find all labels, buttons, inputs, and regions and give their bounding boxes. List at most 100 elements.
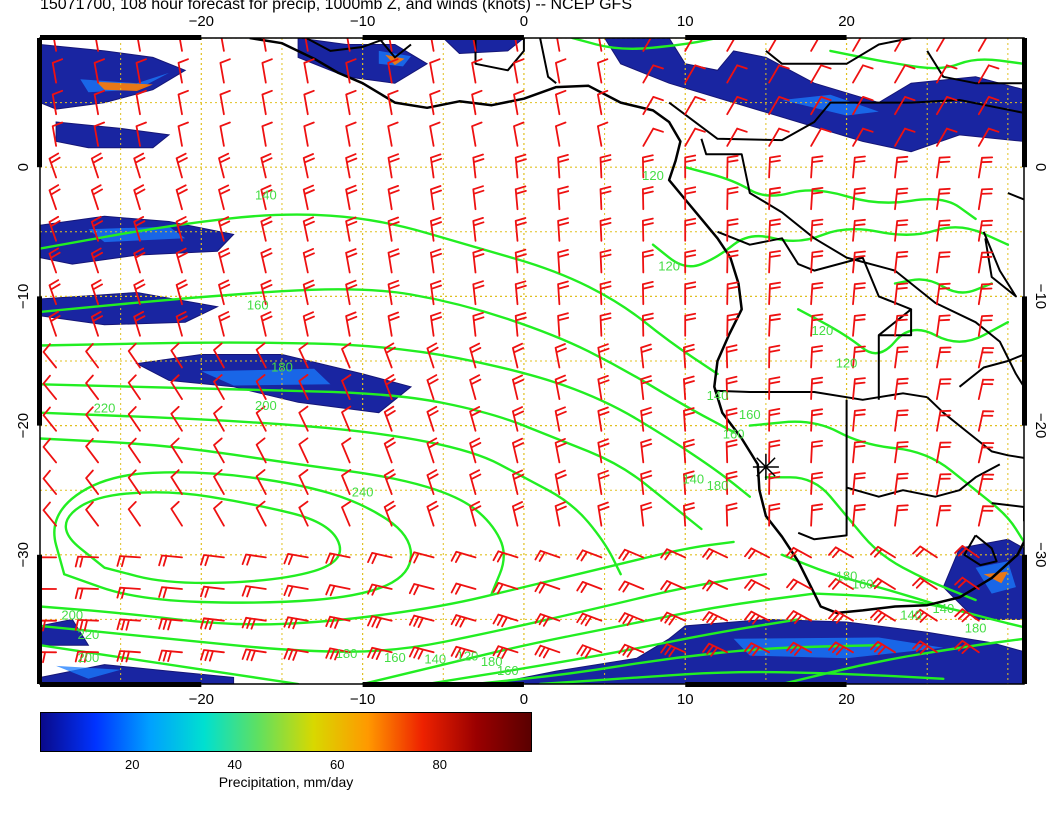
wind-barb <box>936 219 951 242</box>
wind-barb <box>341 500 352 527</box>
wind-barb <box>430 38 435 52</box>
wind-barb <box>557 217 570 242</box>
bottom-border-bar <box>40 682 202 687</box>
wind-barb <box>852 38 862 52</box>
wind-barb <box>618 643 645 658</box>
wind-barb <box>870 640 896 655</box>
wind-barb <box>200 554 225 567</box>
wind-barb <box>618 580 645 593</box>
wind-barb <box>726 249 739 274</box>
wind-barb <box>345 279 358 306</box>
wind-barb <box>810 440 824 464</box>
wind-barb <box>642 312 654 337</box>
wind-barb <box>127 342 141 369</box>
wind-barb <box>870 577 896 590</box>
wind-barb <box>127 469 141 495</box>
wind-barb <box>576 612 603 627</box>
coastline <box>1007 192 1024 201</box>
wind-barb <box>133 152 146 179</box>
wind-barb <box>170 374 183 400</box>
wind-barb <box>341 437 352 464</box>
coastline <box>926 396 1024 459</box>
wind-barb <box>387 121 399 147</box>
lon-tick-label-bottom: 0 <box>520 691 528 708</box>
wind-barb <box>345 58 357 84</box>
wind-barb <box>810 313 824 337</box>
wind-barb <box>85 437 99 464</box>
precip-colorbar <box>40 712 532 752</box>
wind-barb <box>388 38 393 52</box>
wind-barb <box>684 312 697 337</box>
wind-barb <box>213 342 225 369</box>
wind-barb <box>175 311 188 337</box>
wind-barb <box>555 89 567 116</box>
wind-barb <box>429 121 441 147</box>
wind-barb <box>387 58 399 84</box>
contour-label: 120 <box>642 168 664 183</box>
lon-tick-label-top: 20 <box>838 13 855 30</box>
wind-barb <box>977 64 1000 84</box>
wind-barb <box>977 473 995 495</box>
wind-barb <box>177 121 189 147</box>
contour-label: 180 <box>965 620 987 635</box>
precip-peak <box>96 81 153 91</box>
wind-barb <box>302 311 315 337</box>
wind-barb <box>977 314 994 337</box>
wind-barb <box>810 503 824 527</box>
lon-tick-label-top: 0 <box>520 13 528 30</box>
wind-barb <box>345 121 357 147</box>
wind-barb <box>597 469 610 495</box>
wind-barb <box>387 279 400 306</box>
wind-barb <box>597 438 610 464</box>
precip-core <box>88 226 186 243</box>
coastline <box>958 353 1024 388</box>
wind-barb <box>810 345 824 369</box>
wind-barb <box>894 38 904 52</box>
wind-barb <box>810 127 832 147</box>
lon-tick-label-bottom: −10 <box>350 691 375 708</box>
contour-label: 160 <box>852 576 874 591</box>
wind-barb <box>90 184 103 211</box>
wind-barb <box>469 437 482 464</box>
contour-label: 120 <box>658 259 680 274</box>
wind-barb <box>218 311 231 337</box>
wind-barb <box>936 441 952 464</box>
wind-barb <box>642 64 664 84</box>
wind-barb <box>471 58 483 84</box>
wind-barb <box>512 406 525 432</box>
wind-barb <box>298 405 309 432</box>
wind-barb <box>85 501 99 527</box>
wind-barb <box>492 645 519 659</box>
bottom-border-bar <box>362 682 524 687</box>
wind-barb <box>116 586 141 599</box>
precipitation-field <box>40 38 1024 684</box>
wind-barb <box>557 280 570 306</box>
wind-barb <box>660 643 687 658</box>
wind-barb <box>640 501 653 527</box>
wind-barb <box>894 127 916 147</box>
wind-barb <box>302 279 315 306</box>
wind-barb <box>810 376 824 400</box>
contour-line <box>40 573 768 653</box>
wind-barb <box>725 407 738 432</box>
wind-barb <box>514 217 527 242</box>
wind-barb <box>383 500 396 527</box>
wind-barb <box>786 641 812 656</box>
wind-barb <box>302 216 315 242</box>
wind-barb <box>894 441 909 464</box>
wind-barb <box>90 215 103 242</box>
top-border-bar <box>40 35 202 40</box>
wind-barb <box>241 553 267 566</box>
lat-tick-label-left: 0 <box>15 163 32 171</box>
contour-line <box>764 476 977 602</box>
wind-barb <box>158 618 183 631</box>
wind-barb <box>408 614 435 628</box>
wind-barb <box>261 89 273 116</box>
coastline <box>991 502 1024 522</box>
contour-line <box>797 308 1010 355</box>
wind-barb <box>894 96 916 116</box>
lat-tick-label-right: −10 <box>1032 284 1049 309</box>
wind-barb <box>93 58 105 84</box>
coastline <box>797 399 848 541</box>
